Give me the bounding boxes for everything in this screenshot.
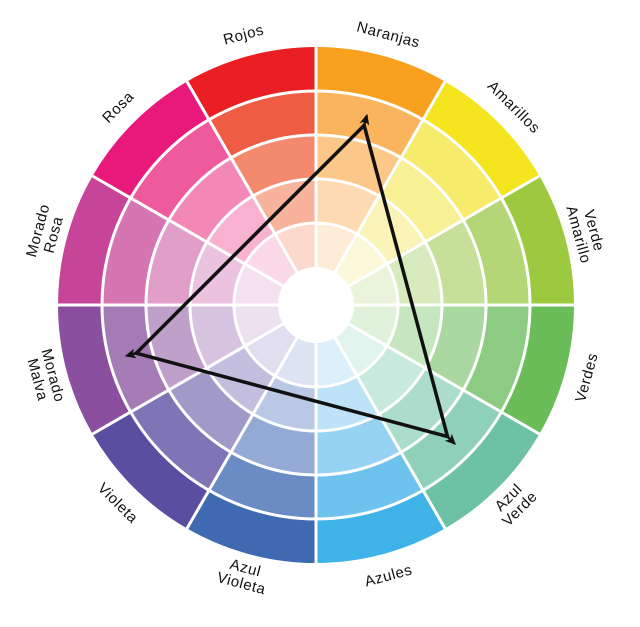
wedge-rosa-ring-5 <box>244 233 297 286</box>
segment-divider <box>348 322 541 436</box>
label-morado-malva: MoradoMalva <box>22 347 68 408</box>
segment-dividers <box>58 47 574 563</box>
triad-triangle <box>124 113 457 446</box>
wedge-rosa-ring-3 <box>168 157 253 242</box>
wedge-violeta-ring-2 <box>130 390 231 491</box>
wedge-azul-verde-ring-5 <box>335 324 388 377</box>
wedge-violeta-ring-3 <box>168 368 253 453</box>
wedge-amarillos-ring-3 <box>379 157 464 242</box>
wedge-rojos-ring-5 <box>275 223 316 273</box>
wedge-amarillos-ring-5 <box>335 233 388 286</box>
wedge-naranjas-ring-5 <box>316 223 357 273</box>
label-naranjas: Naranjas <box>355 18 422 51</box>
wedge-azul-violeta-ring-1 <box>187 490 316 563</box>
wedge-azul-verde-ring-1 <box>423 412 540 529</box>
triad-arrow-morado-malva <box>124 348 139 359</box>
label-verdes-line-1: Verdes <box>572 351 601 404</box>
label-verde-amarillo: VerdeAmarillo <box>562 200 609 266</box>
segment-divider <box>91 174 284 288</box>
wedge-morado-malva-ring-5 <box>234 305 284 346</box>
segment-divider <box>185 80 299 273</box>
wedge-azules-ring-1 <box>316 490 445 563</box>
wedge-verdes-ring-1 <box>501 305 574 434</box>
segment-divider <box>333 337 447 530</box>
wedge-rosa-ring-1 <box>92 81 209 198</box>
wedge-azul-violeta-ring-5 <box>275 337 316 387</box>
wedge-morado-malva-ring-1 <box>58 305 131 434</box>
wedge-verde-amarillo-ring-1 <box>501 176 574 305</box>
wedge-morado-rosa-ring-1 <box>58 176 131 305</box>
label-rojos-line-1: Rojos <box>221 21 265 48</box>
segment-divider <box>185 337 299 530</box>
label-naranjas-line-1: Naranjas <box>355 18 422 51</box>
triad-triangle-outline <box>134 123 450 439</box>
wheel-center <box>278 267 354 343</box>
wedge-verde-amarillo-ring-5 <box>348 264 398 305</box>
wedge-amarillos-ring-2 <box>401 119 502 220</box>
label-azules: Azules <box>363 561 414 590</box>
segment-divider <box>91 322 284 436</box>
label-verdes: Verdes <box>572 351 601 404</box>
label-morado-rosa: MoradoRosa <box>23 202 69 263</box>
wedge-verdes-ring-5 <box>348 305 398 346</box>
wedge-violeta-ring-5 <box>244 324 297 377</box>
label-azules-line-1: Azules <box>363 561 414 590</box>
label-rojos: Rojos <box>221 21 265 48</box>
wedge-violeta-ring-1 <box>92 412 209 529</box>
wedge-azules-ring-5 <box>316 337 357 387</box>
wedge-naranjas-ring-1 <box>316 47 445 120</box>
label-rosa: Rosa <box>99 88 138 127</box>
segment-divider <box>348 174 541 288</box>
label-azul-violeta: AzulVioleta <box>215 554 272 599</box>
wedge-rosa-ring-2 <box>130 119 231 220</box>
triad-arrow-azul-verde <box>444 433 457 446</box>
triad-arrow-naranjas <box>359 113 370 128</box>
label-rosa-line-1: Rosa <box>99 88 138 127</box>
segment-divider <box>333 80 447 273</box>
wedge-rojos-ring-1 <box>187 47 316 120</box>
wedge-morado-rosa-ring-5 <box>234 264 284 305</box>
wedge-azul-verde-ring-3 <box>379 368 464 453</box>
wedge-amarillos-ring-1 <box>423 81 540 198</box>
